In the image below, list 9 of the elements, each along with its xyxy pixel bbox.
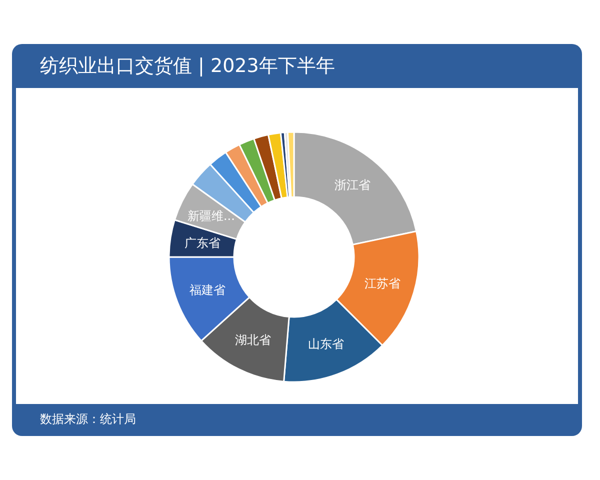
slice-label: 新疆维... bbox=[187, 208, 235, 223]
source-note: 数据来源：统计局 bbox=[40, 411, 136, 427]
slice-label: 福建省 bbox=[190, 283, 226, 298]
slice-label: 湖北省 bbox=[235, 332, 272, 347]
slice-label: 山东省 bbox=[308, 336, 344, 351]
chart-title: 纺织业出口交货值 | 2023年下半年 bbox=[40, 54, 335, 79]
slice-label: 浙江省 bbox=[334, 178, 370, 192]
slice-label: 江苏省 bbox=[364, 276, 401, 290]
slice-label: 广东省 bbox=[184, 236, 221, 250]
